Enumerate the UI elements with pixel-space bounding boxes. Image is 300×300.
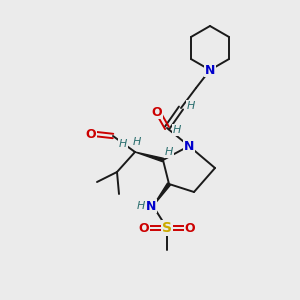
Text: N: N [184, 140, 194, 152]
Text: H: H [133, 137, 141, 147]
Text: O: O [139, 221, 149, 235]
Text: O: O [185, 221, 195, 235]
Text: H: H [187, 101, 195, 111]
Text: H: H [119, 139, 127, 149]
Text: O: O [152, 106, 162, 118]
Text: S: S [162, 221, 172, 235]
Text: H: H [137, 201, 145, 211]
Polygon shape [135, 152, 164, 162]
Text: N: N [146, 200, 156, 212]
Text: N: N [205, 64, 215, 76]
Text: O: O [86, 128, 96, 140]
Text: H: H [165, 147, 173, 157]
Polygon shape [153, 183, 170, 206]
Text: H: H [173, 125, 181, 135]
